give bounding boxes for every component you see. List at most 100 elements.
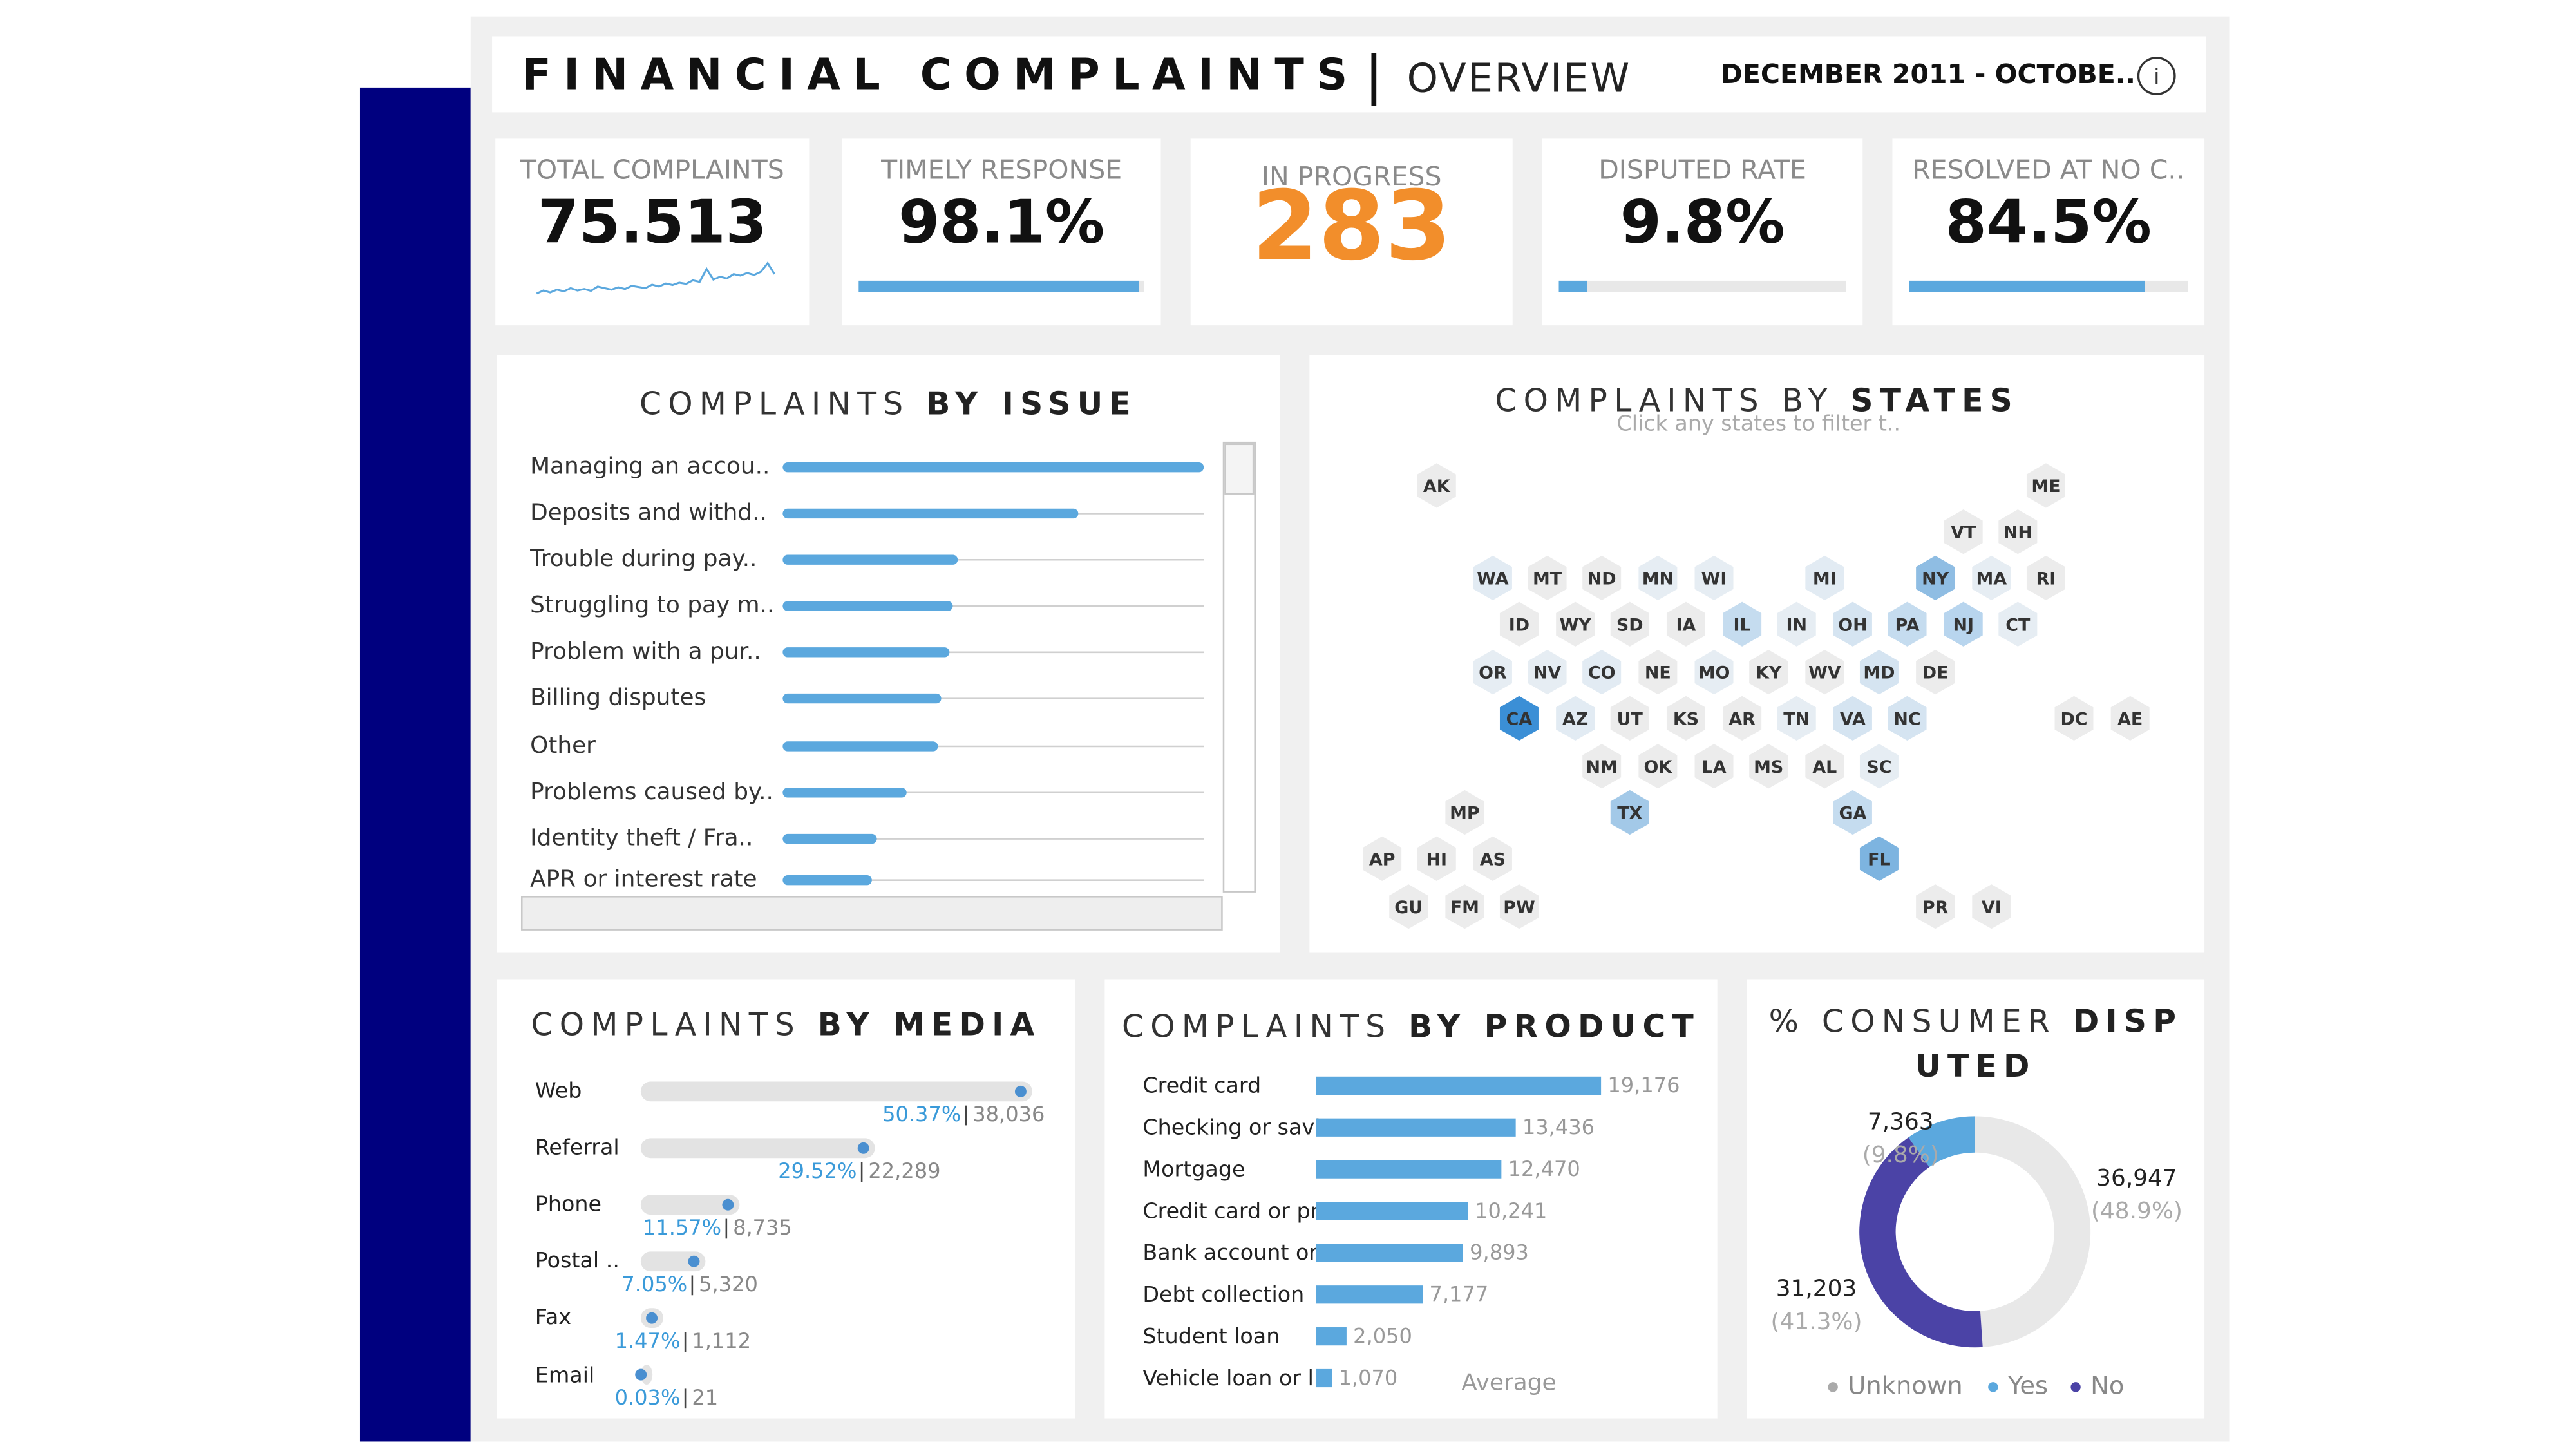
issue-bar[interactable] bbox=[782, 833, 877, 844]
issue-label[interactable]: Problems caused by.. bbox=[530, 779, 773, 805]
state-code[interactable]: PA bbox=[1895, 615, 1919, 635]
state-code[interactable]: MT bbox=[1533, 569, 1562, 589]
v-scroll-thumb[interactable] bbox=[1224, 443, 1255, 495]
state-tile[interactable] bbox=[1888, 696, 1927, 741]
state-tile[interactable] bbox=[1473, 836, 1512, 881]
state-code[interactable]: MO bbox=[1698, 663, 1730, 683]
state-tile[interactable] bbox=[1610, 790, 1649, 835]
state-code[interactable]: MN bbox=[1642, 569, 1674, 589]
product-bar[interactable] bbox=[1316, 1160, 1502, 1179]
issue-bar[interactable] bbox=[782, 693, 942, 704]
state-code[interactable]: NY bbox=[1922, 569, 1949, 589]
state-code[interactable]: GU bbox=[1394, 898, 1423, 918]
issue-bar[interactable] bbox=[782, 647, 950, 658]
state-code[interactable]: DC bbox=[2060, 709, 2087, 729]
state-tile[interactable] bbox=[1666, 601, 1705, 647]
state-code[interactable]: NJ bbox=[1953, 615, 1974, 635]
state-code[interactable]: FL bbox=[1868, 849, 1891, 869]
state-code[interactable]: NC bbox=[1893, 709, 1920, 729]
state-code[interactable]: AR bbox=[1728, 709, 1756, 729]
state-code[interactable]: WY bbox=[1560, 615, 1592, 635]
state-tile[interactable] bbox=[1363, 836, 1402, 881]
product-label[interactable]: Debt collection bbox=[1142, 1282, 1304, 1307]
state-tile[interactable] bbox=[1694, 744, 1734, 789]
state-tile[interactable] bbox=[1417, 463, 1456, 508]
media-label[interactable]: Web bbox=[535, 1077, 582, 1103]
state-tile[interactable] bbox=[1944, 601, 1983, 647]
state-code[interactable]: RI bbox=[2036, 569, 2056, 589]
state-code[interactable]: CO bbox=[1588, 663, 1616, 683]
media-dot[interactable] bbox=[635, 1368, 647, 1381]
legend-label[interactable]: No bbox=[2090, 1371, 2124, 1400]
state-tile[interactable] bbox=[1528, 555, 1567, 601]
state-code[interactable]: UT bbox=[1617, 709, 1643, 729]
issue-bar[interactable] bbox=[782, 554, 958, 565]
state-tile[interactable] bbox=[1777, 601, 1816, 647]
state-tile[interactable] bbox=[1582, 555, 1622, 601]
media-label[interactable]: Postal .. bbox=[535, 1247, 620, 1273]
state-tile[interactable] bbox=[2026, 555, 2065, 601]
product-label[interactable]: Credit card or pr.. bbox=[1142, 1198, 1331, 1223]
state-tile[interactable] bbox=[1916, 649, 1955, 695]
state-code[interactable]: IA bbox=[1676, 615, 1696, 635]
issue-bar[interactable] bbox=[782, 875, 872, 886]
product-label[interactable]: Mortgage bbox=[1142, 1156, 1245, 1181]
state-tile[interactable] bbox=[1998, 601, 2038, 647]
state-tile[interactable] bbox=[1694, 649, 1734, 695]
state-code[interactable]: AP bbox=[1369, 849, 1396, 869]
state-tile[interactable] bbox=[1473, 555, 1512, 601]
issue-bar[interactable] bbox=[782, 741, 938, 752]
state-tile[interactable] bbox=[1556, 696, 1595, 741]
state-tile[interactable] bbox=[1610, 601, 1649, 647]
state-code[interactable]: WA bbox=[1477, 569, 1508, 589]
donut-slice[interactable] bbox=[1859, 1137, 1983, 1348]
state-tile[interactable] bbox=[1638, 649, 1678, 695]
state-tile[interactable] bbox=[1723, 696, 1762, 741]
issue-label[interactable]: Problem with a pur.. bbox=[530, 638, 761, 665]
state-code[interactable]: IL bbox=[1734, 615, 1751, 635]
state-code[interactable]: MA bbox=[1976, 569, 2007, 589]
state-tile[interactable] bbox=[1638, 744, 1678, 789]
state-tile[interactable] bbox=[1417, 836, 1456, 881]
state-tile[interactable] bbox=[1859, 649, 1899, 695]
issue-label[interactable]: Deposits and withd.. bbox=[530, 499, 767, 526]
product-bar[interactable] bbox=[1316, 1202, 1468, 1220]
v-scrollbar[interactable] bbox=[1222, 441, 1256, 893]
state-tile[interactable] bbox=[2110, 696, 2150, 741]
state-tile[interactable] bbox=[1972, 884, 2011, 929]
date-range[interactable]: DECEMBER 2011 - OCTOBE.. bbox=[1721, 59, 2136, 90]
media-label[interactable]: Email bbox=[535, 1363, 594, 1388]
h-scrollbar[interactable] bbox=[520, 896, 1223, 931]
state-tile[interactable] bbox=[1445, 790, 1484, 835]
state-tile[interactable] bbox=[1888, 601, 1927, 647]
issue-label[interactable]: Struggling to pay m.. bbox=[530, 592, 774, 618]
legend-swatch[interactable] bbox=[2070, 1382, 2081, 1392]
state-code[interactable]: GA bbox=[1839, 804, 1866, 824]
state-code[interactable]: KS bbox=[1673, 709, 1699, 729]
info-icon[interactable]: i bbox=[2154, 64, 2159, 89]
state-code[interactable]: OR bbox=[1479, 663, 1507, 683]
issue-label[interactable]: Trouble during pay.. bbox=[529, 545, 757, 572]
state-code[interactable]: MI bbox=[1813, 569, 1837, 589]
state-tile[interactable] bbox=[1833, 601, 1872, 647]
state-code[interactable]: OK bbox=[1643, 757, 1672, 777]
product-bar[interactable] bbox=[1316, 1076, 1602, 1095]
state-code[interactable]: MP bbox=[1450, 804, 1480, 824]
state-tile[interactable] bbox=[1528, 649, 1567, 695]
state-tile[interactable] bbox=[2026, 463, 2065, 508]
donut-slice[interactable] bbox=[1975, 1116, 2091, 1347]
state-tile[interactable] bbox=[1638, 555, 1678, 601]
state-code[interactable]: DE bbox=[1922, 663, 1949, 683]
state-tile[interactable] bbox=[1582, 744, 1622, 789]
state-code[interactable]: FM bbox=[1450, 898, 1479, 918]
state-tile[interactable] bbox=[1777, 696, 1816, 741]
state-code[interactable]: AS bbox=[1480, 849, 1506, 869]
donut-slice[interactable] bbox=[1908, 1116, 1975, 1168]
state-tile[interactable] bbox=[1833, 696, 1872, 741]
media-dot[interactable] bbox=[857, 1142, 869, 1154]
state-code[interactable]: NM bbox=[1586, 757, 1618, 777]
state-code[interactable]: PR bbox=[1922, 898, 1949, 918]
state-tile[interactable] bbox=[2054, 696, 2094, 741]
state-code[interactable]: OH bbox=[1838, 615, 1867, 635]
state-code[interactable]: NV bbox=[1533, 663, 1562, 683]
